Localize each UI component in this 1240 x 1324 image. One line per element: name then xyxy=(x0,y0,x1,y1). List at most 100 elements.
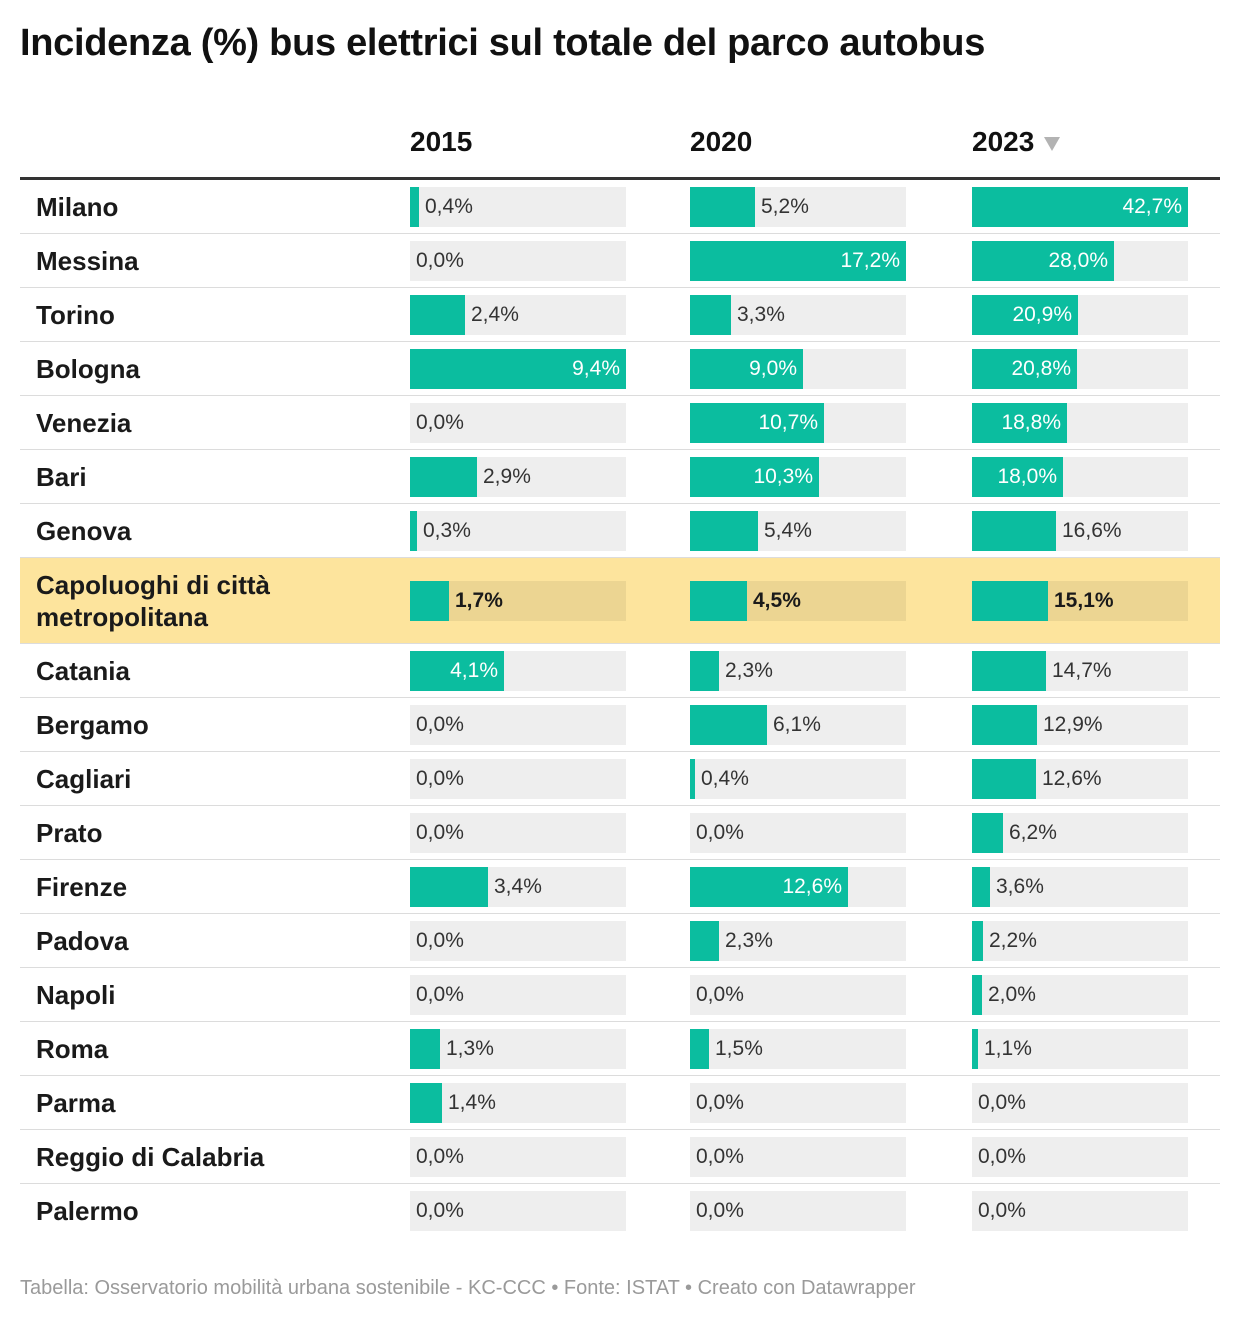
bar xyxy=(972,186,1188,227)
value-label: 5,4% xyxy=(764,518,812,542)
bar-cell-2023: 16,6% xyxy=(972,510,1188,551)
bar xyxy=(972,866,990,907)
bar-cell-2020: 0,0% xyxy=(690,812,906,853)
value-label: 20,9% xyxy=(1012,302,1072,326)
value-label: 12,6% xyxy=(782,874,842,898)
bar-cell-2020: 12,6% xyxy=(690,866,906,907)
bar-cell-2023: 2,2% xyxy=(972,920,1188,961)
value-label: 3,6% xyxy=(996,874,1044,898)
bar xyxy=(410,1082,442,1123)
value-label: 1,4% xyxy=(448,1090,496,1114)
value-label: 2,9% xyxy=(483,464,531,488)
table-row: Reggio di Calabria 0,0% 0,0% 0,0% xyxy=(20,1130,1220,1184)
bar xyxy=(410,866,488,907)
value-label: 0,0% xyxy=(416,248,464,272)
bar-cell-2020: 4,5% xyxy=(690,580,906,621)
bar-cell-2015: 2,9% xyxy=(410,456,626,497)
table-row-highlight: Capoluoghi di città metropolitana 1,7% 4,5… xyxy=(20,558,1220,644)
bar-cell-2023: 14,7% xyxy=(972,650,1188,691)
bar-cell-2020: 9,0% xyxy=(690,348,906,389)
city-label: Milano xyxy=(36,191,119,222)
bar-cell-2020: 0,0% xyxy=(690,1136,906,1177)
value-label: 0,0% xyxy=(978,1199,1026,1222)
column-header-2023[interactable]: 2023 xyxy=(972,126,1061,158)
bar-cell-2015: 0,0% xyxy=(410,1136,626,1177)
bar-cell-2020: 6,1% xyxy=(690,704,906,745)
value-label: 5,2% xyxy=(761,194,809,218)
source-footer: Tabella: Osservatorio mobilità urbana so… xyxy=(20,1277,916,1299)
bar-cell-2020: 10,7% xyxy=(690,402,906,443)
table-row: Palermo 0,0% 0,0% 0,0% xyxy=(20,1184,1220,1238)
value-label: 0,0% xyxy=(978,1090,1026,1114)
value-label: 2,0% xyxy=(988,982,1036,1006)
city-label: Firenze xyxy=(36,871,128,902)
city-label: Cagliari xyxy=(36,763,132,794)
value-label: 18,8% xyxy=(1001,410,1061,434)
bar-cell-2023: 42,7% xyxy=(972,186,1188,227)
bar xyxy=(690,650,719,691)
bar-cell-2015: 0,0% xyxy=(410,812,626,853)
column-header-2015[interactable]: 2015 xyxy=(410,126,472,158)
value-label: 1,3% xyxy=(446,1036,494,1060)
bar xyxy=(690,402,824,443)
value-label: 15,1% xyxy=(1054,588,1114,612)
bar xyxy=(972,456,1063,497)
bar-cell-2020: 5,2% xyxy=(690,186,906,227)
bar xyxy=(410,348,626,389)
bar-cell-2015: 2,4% xyxy=(410,294,626,335)
sort-descending-icon xyxy=(1044,137,1061,151)
value-label: 0,0% xyxy=(416,410,464,434)
bar xyxy=(972,240,1114,281)
bar-cell-2020: 17,2% xyxy=(690,240,906,281)
value-label: 4,5% xyxy=(753,588,801,612)
bar-cell-2020: 0,0% xyxy=(690,974,906,1015)
city-label: Bologna xyxy=(36,353,140,384)
bar xyxy=(972,704,1037,745)
chart-title: Incidenza (%) bus elettrici sul totale d… xyxy=(20,22,986,64)
bar-cell-2015: 0,3% xyxy=(410,510,626,551)
bar xyxy=(410,510,417,551)
bar xyxy=(410,456,477,497)
value-label: 1,7% xyxy=(455,588,503,612)
column-header-label: 2023 xyxy=(972,126,1035,157)
column-header-label: 2015 xyxy=(410,126,473,157)
column-header-2020[interactable]: 2020 xyxy=(690,126,752,158)
city-label: Padova xyxy=(36,925,129,956)
bar xyxy=(690,704,767,745)
value-label: 0,0% xyxy=(416,1199,464,1222)
value-label: 20,8% xyxy=(1011,356,1071,380)
bar-cell-2015: 0,4% xyxy=(410,186,626,227)
city-label: Bergamo xyxy=(36,709,149,740)
value-label: 0,0% xyxy=(696,820,744,844)
bar-cell-2023: 0,0% xyxy=(972,1082,1188,1123)
bar xyxy=(972,920,983,961)
bar xyxy=(410,1028,440,1069)
bar xyxy=(690,1028,709,1069)
city-label: Palermo xyxy=(36,1196,139,1226)
value-label: 0,0% xyxy=(696,1144,744,1168)
data-table: 2015 2020 2023 Milano 0,4% 5,2% 42,7% Messin… xyxy=(20,112,1220,1238)
bar-cell-2023: 15,1% xyxy=(972,580,1188,621)
bar-cell-2023: 20,8% xyxy=(972,348,1188,389)
bar-cell-2023: 28,0% xyxy=(972,240,1188,281)
column-header-label: 2020 xyxy=(690,126,753,157)
bar-cell-2023: 18,0% xyxy=(972,456,1188,497)
table-row: Catania 4,1% 2,3% 14,7% xyxy=(20,644,1220,698)
city-label: Venezia xyxy=(36,407,132,438)
city-label: Prato xyxy=(36,817,103,848)
bar xyxy=(410,650,504,691)
value-label: 12,9% xyxy=(1043,712,1103,736)
bar-cell-2023: 20,9% xyxy=(972,294,1188,335)
table-row: Messina 0,0% 17,2% 28,0% xyxy=(20,234,1220,288)
bar xyxy=(410,294,465,335)
table-row: Roma 1,3% 1,5% 1,1% xyxy=(20,1022,1220,1076)
bar-cell-2020: 2,3% xyxy=(690,920,906,961)
value-label: 2,3% xyxy=(725,928,773,952)
bar xyxy=(972,812,1003,853)
table-row: Torino 2,4% 3,3% 20,9% xyxy=(20,288,1220,342)
table-row: Cagliari 0,0% 0,4% 12,6% xyxy=(20,752,1220,806)
bar xyxy=(410,186,419,227)
bar xyxy=(972,348,1077,389)
value-label: 42,7% xyxy=(1122,194,1182,218)
table-header: 2015 2020 2023 xyxy=(20,112,1220,180)
